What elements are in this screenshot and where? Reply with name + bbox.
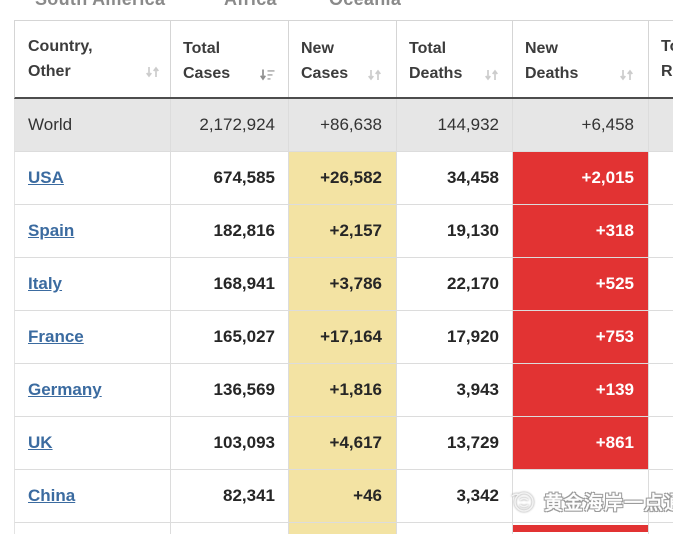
- header-label-line1: New: [301, 40, 334, 58]
- header-label-line2: Deaths: [525, 65, 579, 83]
- total-deaths-cell: 19,130: [397, 205, 513, 257]
- header-label-line1: Country,: [28, 38, 93, 56]
- sort-unsorted-icon[interactable]: [367, 68, 382, 82]
- new-cases-cell: +26,582: [289, 152, 397, 204]
- header-label-line2: Cases: [301, 65, 349, 83]
- continent-link-oceania[interactable]: Oceania: [329, 0, 401, 10]
- total-recovered-cell: [649, 152, 673, 204]
- country-link[interactable]: Germany: [28, 380, 102, 399]
- new-cases-cell: +86,638: [289, 99, 397, 151]
- total-recovered-cell: [649, 417, 673, 469]
- header-total-deaths[interactable]: Total Deaths: [397, 21, 513, 97]
- header-total-recovered[interactable]: Total Recovered: [649, 21, 673, 97]
- sort-desc-active-icon[interactable]: [259, 68, 275, 82]
- country-link[interactable]: USA: [28, 168, 64, 187]
- total-deaths-cell: 17,920: [397, 311, 513, 363]
- new-cases-cell: +1,816: [289, 364, 397, 416]
- header-new-deaths[interactable]: New Deaths: [513, 21, 649, 97]
- table-row-world: World 2,172,924 +86,638 144,932 +6,458: [14, 99, 673, 152]
- total-cases-cell: 182,816: [171, 205, 289, 257]
- table-row-spain: Spain 182,816 +2,157 19,130 +318: [14, 205, 673, 258]
- total-cases-cell: 168,941: [171, 258, 289, 310]
- total-cases-cell: 2,172,924: [171, 99, 289, 151]
- total-deaths-cell: 34,458: [397, 152, 513, 204]
- total-cases-cell: 165,027: [171, 311, 289, 363]
- new-cases-cell: +46: [289, 470, 397, 522]
- header-label-line1: Total: [409, 40, 447, 58]
- new-deaths-cell: +525: [513, 258, 649, 310]
- partial-next-row: [14, 523, 673, 534]
- continent-link-africa[interactable]: Africa: [224, 0, 277, 10]
- new-cases-cell-partial: [289, 523, 397, 534]
- new-cases-cell: +4,617: [289, 417, 397, 469]
- total-cases-cell: 103,093: [171, 417, 289, 469]
- total-deaths-cell: 3,943: [397, 364, 513, 416]
- header-label-line1: New: [525, 40, 558, 58]
- new-deaths-cell: +753: [513, 311, 649, 363]
- total-deaths-cell: 144,932: [397, 99, 513, 151]
- country-link[interactable]: Italy: [28, 274, 63, 293]
- total-cases-cell: 136,569: [171, 364, 289, 416]
- header-label-line2: Cases: [183, 65, 231, 83]
- world-label: World: [28, 115, 73, 134]
- header-label-line2: Recovered: [661, 63, 673, 80]
- total-recovered-cell: [649, 99, 673, 151]
- total-recovered-cell: [649, 470, 673, 522]
- total-recovered-cell: [649, 311, 673, 363]
- continent-link-south-america[interactable]: South America: [35, 0, 165, 10]
- header-label-line1: Total: [661, 38, 673, 56]
- header-label-line1: Total: [183, 40, 221, 58]
- total-deaths-cell: 13,729: [397, 417, 513, 469]
- header-label-line2: Other: [28, 63, 71, 80]
- sort-unsorted-icon[interactable]: [484, 68, 499, 82]
- new-deaths-cell: +2,015: [513, 152, 649, 204]
- sort-unsorted-icon[interactable]: [145, 65, 160, 79]
- country-link[interactable]: UK: [28, 433, 53, 452]
- header-country-other[interactable]: Country, Other: [15, 21, 171, 97]
- new-deaths-cell: +318: [513, 205, 649, 257]
- table-row-usa: USA 674,585 +26,582 34,458 +2,015: [14, 152, 673, 205]
- covid-statistics-table: Country, Other Total Cases: [14, 20, 673, 534]
- red-highlight-sliver: [513, 525, 648, 532]
- country-link[interactable]: Spain: [28, 221, 75, 240]
- total-cases-cell: 674,585: [171, 152, 289, 204]
- new-deaths-cell: +6,458: [513, 99, 649, 151]
- continent-nav: South America Africa Oceania: [0, 0, 673, 15]
- header-new-cases[interactable]: New Cases: [289, 21, 397, 97]
- total-recovered-cell: [649, 205, 673, 257]
- header-total-cases[interactable]: Total Cases: [171, 21, 289, 97]
- country-link[interactable]: France: [28, 327, 84, 346]
- total-deaths-cell: 3,342: [397, 470, 513, 522]
- new-deaths-cell: +139: [513, 364, 649, 416]
- sort-unsorted-icon[interactable]: [619, 68, 634, 82]
- new-cases-cell: +3,786: [289, 258, 397, 310]
- total-cases-cell: 82,341: [171, 470, 289, 522]
- table-header-row: Country, Other Total Cases: [14, 20, 673, 99]
- total-recovered-cell: [649, 364, 673, 416]
- table-row-italy: Italy 168,941 +3,786 22,170 +525: [14, 258, 673, 311]
- new-deaths-cell-partial: [513, 523, 649, 534]
- table-row-france: France 165,027 +17,164 17,920 +753: [14, 311, 673, 364]
- header-label-line2: Deaths: [409, 65, 463, 83]
- new-cases-cell: +17,164: [289, 311, 397, 363]
- table-row-uk: UK 103,093 +4,617 13,729 +861: [14, 417, 673, 470]
- table-row-china: China 82,341 +46 3,342: [14, 470, 673, 523]
- country-link[interactable]: China: [28, 486, 76, 505]
- total-deaths-cell: 22,170: [397, 258, 513, 310]
- new-deaths-cell: +861: [513, 417, 649, 469]
- new-cases-cell: +2,157: [289, 205, 397, 257]
- table-row-germany: Germany 136,569 +1,816 3,943 +139: [14, 364, 673, 417]
- new-deaths-cell: [513, 470, 649, 522]
- total-recovered-cell: [649, 258, 673, 310]
